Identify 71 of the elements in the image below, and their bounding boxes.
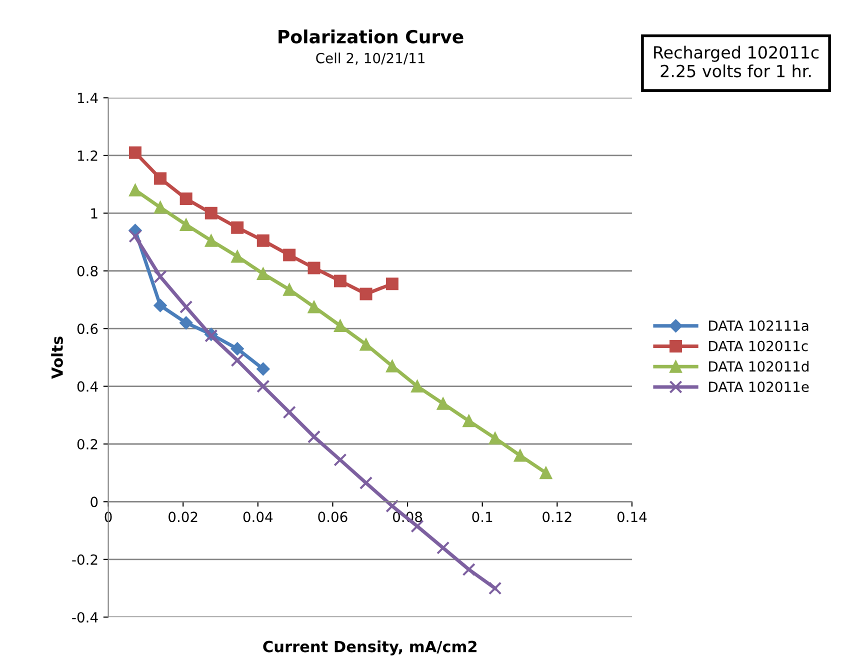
point <box>256 268 270 280</box>
point <box>283 248 296 262</box>
legend-label: DATA 102111a <box>709 320 808 331</box>
y-tick-label: 1.2 <box>78 150 98 161</box>
point <box>386 499 399 513</box>
point <box>180 218 192 231</box>
point <box>204 234 218 247</box>
point <box>154 298 167 312</box>
point <box>154 201 167 214</box>
point <box>283 283 296 296</box>
x-axis-title: Current Density, mA/cm2 <box>263 640 476 656</box>
point <box>179 300 193 314</box>
point <box>411 380 424 393</box>
point <box>360 338 372 351</box>
x-tick-label: 0.04 <box>243 512 273 522</box>
x-tick-label: 0.14 <box>617 512 647 522</box>
y-tick-label: 0.6 <box>77 324 98 334</box>
point <box>256 380 270 393</box>
point <box>128 230 142 243</box>
legend-label: DATA 102011e <box>709 382 809 392</box>
y-tick-label: -0.4 <box>72 612 98 623</box>
point <box>154 270 167 284</box>
point <box>308 262 320 274</box>
point <box>488 582 502 595</box>
point <box>204 206 218 220</box>
point <box>359 476 373 490</box>
point <box>334 319 346 332</box>
point <box>307 430 321 444</box>
point <box>128 146 142 159</box>
point <box>334 274 346 288</box>
point <box>360 288 372 300</box>
legend-label: DATA 102011c <box>709 340 808 352</box>
y-tick-label: 0.2 <box>77 438 98 450</box>
y-tick-label: 1.4 <box>78 92 98 104</box>
point <box>282 406 296 419</box>
y-axis-title: Volts <box>51 336 63 379</box>
point <box>128 184 142 196</box>
y-tick-label: 1 <box>91 208 98 218</box>
x-tick-label: 0.1 <box>472 512 492 522</box>
point <box>230 354 244 367</box>
point <box>180 316 193 330</box>
point <box>386 278 398 290</box>
point <box>256 362 270 376</box>
legend-label: DATA 102011d <box>709 360 808 372</box>
point <box>436 397 450 410</box>
point <box>256 234 270 247</box>
point <box>462 562 476 576</box>
y-tick-label: 0 <box>90 496 98 508</box>
point <box>231 250 244 263</box>
y-tick-label: -0.2 <box>72 554 98 565</box>
chart-subtitle: Cell 2, 10/21/11 <box>316 52 424 65</box>
point <box>540 466 552 480</box>
point <box>231 221 244 234</box>
point <box>462 414 476 428</box>
x-tick-label: 0 <box>104 512 112 522</box>
x-tick-label: 0.02 <box>168 512 198 522</box>
chart-title: Polarization Curve <box>278 30 464 44</box>
y-tick-label: 0.8 <box>77 266 98 276</box>
text: Recharged 102011c 2.25 volts for 1 hr. <box>654 46 819 78</box>
point <box>230 342 244 356</box>
x-tick-label: 0.06 <box>318 512 348 522</box>
y-tick-label: 0.4 <box>77 381 98 392</box>
point <box>386 360 398 372</box>
point <box>308 300 320 314</box>
point <box>488 432 502 444</box>
point <box>436 541 450 554</box>
point <box>180 192 192 205</box>
point <box>334 453 347 466</box>
point <box>514 449 526 462</box>
point <box>154 172 167 185</box>
x-tick-label: 0.12 <box>542 512 572 522</box>
